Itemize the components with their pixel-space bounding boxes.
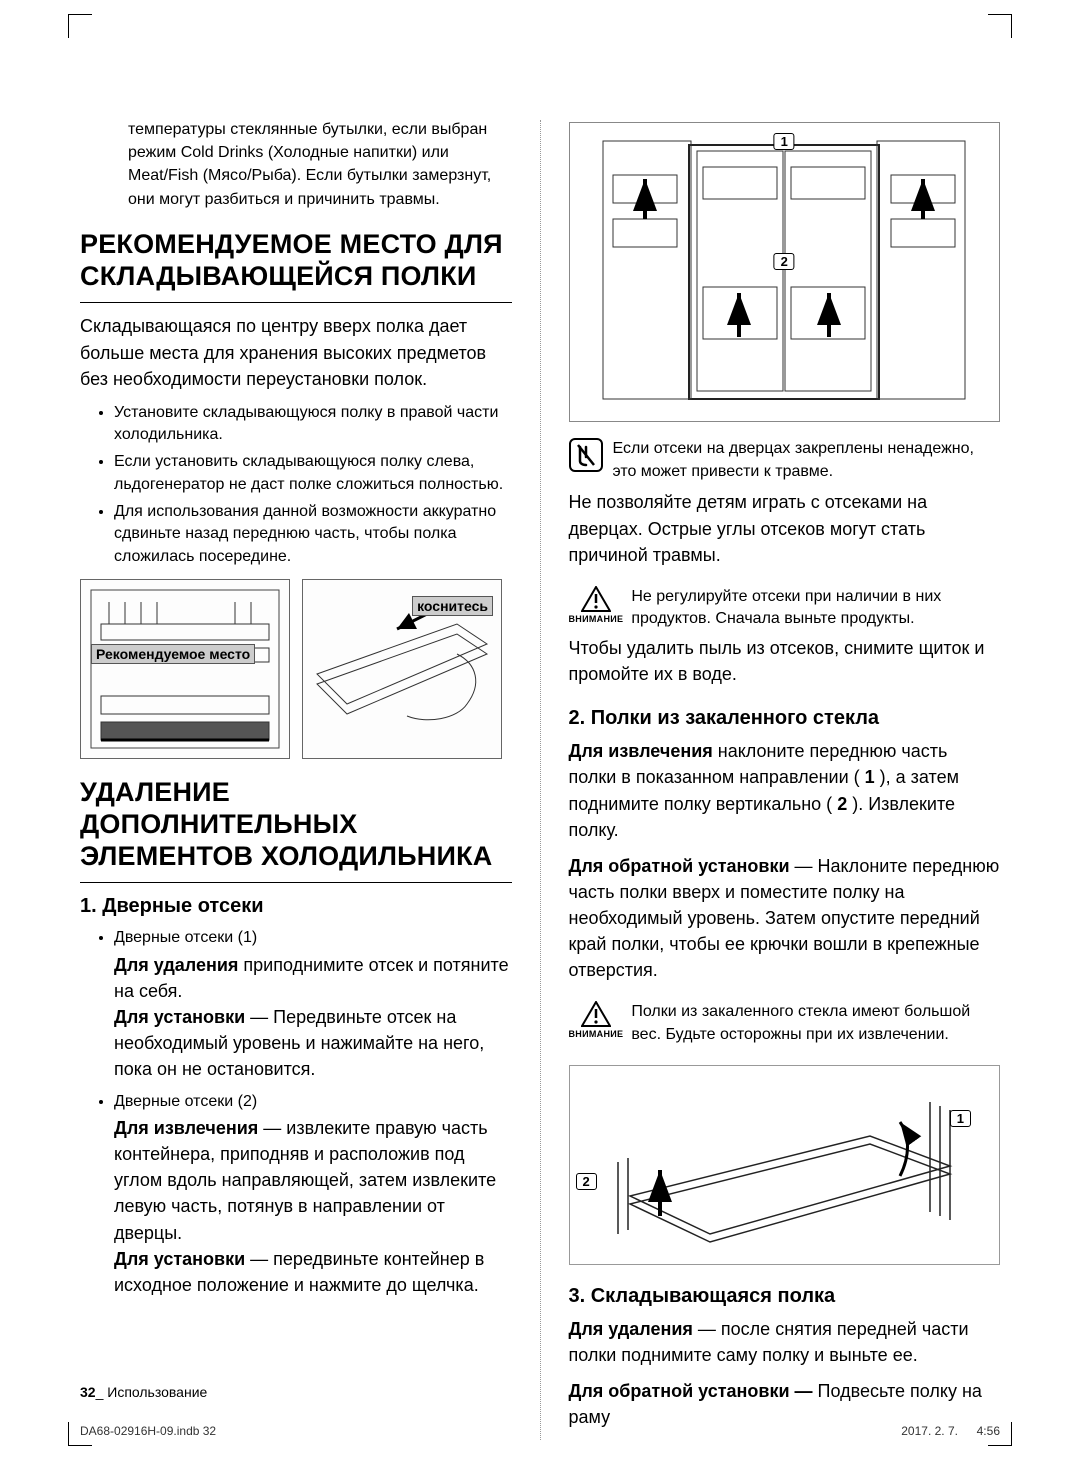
warning-row-2: ВНИМАНИЕ Полки из закаленного стекла име… [569,1001,1001,1046]
caution-injury-after: Не позволяйте детям играть с отсеками на… [569,489,1001,567]
warning-label: ВНИМАНИЕ [569,1029,624,1039]
fridge-illustration [579,127,989,417]
intro-paragraph: температуры стеклянные бутылки, если выб… [128,118,512,211]
door-bins-list: Дверные отсеки (1) Для удаления приподни… [114,926,512,1298]
bullet-item: Если установить складывающуюся полку сле… [114,451,512,496]
bullet-item: Установите складывающуюся полку в правой… [114,402,512,447]
item-head: Дверные отсеки (1) [114,929,257,946]
section-title-recommended: РЕКОМЕНДУЕМОЕ МЕСТО ДЛЯ СКЛАДЫВАЮЩЕЙСЯ П… [80,229,512,293]
warning-icon: ВНИМАНИЕ [569,586,624,624]
page-section-label: Использование [107,1384,207,1400]
bold-label: Для удаления [114,955,238,975]
item-body: Для удаления приподнимите отсек и потяни… [114,952,512,1082]
callout-2: 2 [774,253,795,270]
indb-filename: DA68-02916H-09.indb 32 [80,1424,216,1438]
bold-label: Для установки [114,1249,245,1269]
shelf-illustration-a [85,584,285,754]
section1-body: Складывающаяся по центру вверх полка дае… [80,313,512,391]
figure-touch: коснитесь [302,579,502,759]
callout-1: 1 [950,1110,971,1127]
shelf-removal-illustration [570,1066,990,1264]
page-number: 32 [80,1384,96,1400]
bold-label: Для извлечения [569,741,713,761]
section-rule [80,302,512,303]
bold-label: Для обратной установки — [569,1381,813,1401]
figure-fridge: 1 2 [569,122,1001,422]
glass-shelves-p2: Для обратной установки — Наклоните перед… [569,853,1001,983]
caution-injury-text: Если отсеки на дверцах закреплены ненаде… [613,438,1001,483]
section-title-removal: УДАЛЕНИЕ ДОПОЛНИТЕЛЬНЫХ ЭЛЕМЕНТОВ ХОЛОДИ… [80,777,512,873]
item-body: Для извлечения — извлеките правую часть … [114,1115,512,1298]
figure-label-touch: коснитесь [412,596,493,616]
warning-text-2: Полки из закаленного стекла имеют большо… [631,1001,1000,1046]
print-timestamp: 2017. 2. 7. 4:56 [901,1424,1000,1438]
footer-underscore: _ [96,1384,108,1400]
bullet-item: Для использования данной возможности акк… [114,501,512,569]
section-rule [80,882,512,883]
warning-label: ВНИМАНИЕ [569,614,624,624]
figure-shelf-removal: 1 2 [569,1065,1001,1265]
subsection-folding-shelf: 3. Складывающаяся полка [569,1285,1001,1308]
subsection-glass-shelves: 2. Полки из закаленного стекла [569,707,1001,730]
bold-label: Для удаления [569,1319,693,1339]
caution-injury-row: Если отсеки на дверцах закреплены ненаде… [569,438,1001,483]
folding-shelf-p2: Для обратной установки — Подвесьте полку… [569,1378,1001,1430]
crop-mark [988,14,1012,38]
warning-text-1: Не регулируйте отсеки при наличии в них … [631,586,1000,631]
warning-icon: ВНИМАНИЕ [569,1001,624,1039]
bold-label: Для обратной установки [569,856,790,876]
bold-label: Для извлечения [114,1118,258,1138]
callout-1: 1 [774,133,795,150]
manual-page: температуры стеклянные бутылки, если выб… [0,0,1080,1472]
warning-row-1: ВНИМАНИЕ Не регулируйте отсеки при налич… [569,586,1001,631]
list-item: Дверные отсеки (2) Для извлечения — извл… [114,1090,512,1298]
figure-label-recommended: Рекомендуемое место [91,644,255,664]
list-item: Дверные отсеки (1) Для удаления приподни… [114,926,512,1082]
figure-row: Рекомендуемое место коснитесь [80,579,512,759]
section1-bullets: Установите складывающуюся полку в правой… [114,402,512,569]
print-metadata: DA68-02916H-09.indb 32 2017. 2. 7. 4:56 [80,1424,1000,1438]
subsection-door-bins: 1. Дверные отсеки [80,895,512,918]
left-column: температуры стеклянные бутылки, если выб… [80,50,532,1440]
callout-2: 2 [576,1173,597,1190]
warning-after-1: Чтобы удалить пыль из отсеков, снимите щ… [569,635,1001,687]
folding-shelf-p1: Для удаления — после снятия передней час… [569,1316,1001,1368]
right-column: 1 2 Если отсеки на дверцах закреплены не… [549,50,1001,1440]
figure-recommended-place: Рекомендуемое место [80,579,290,759]
column-divider [540,120,541,1440]
item-head: Дверные отсеки (2) [114,1093,257,1110]
callout-ref-2: 2 [837,794,847,814]
injury-icon [569,438,603,472]
glass-shelves-p1: Для извлечения наклоните переднюю часть … [569,738,1001,842]
callout-ref-1: 1 [865,767,875,787]
bold-label: Для установки [114,1007,245,1027]
crop-mark [68,14,92,38]
page-footer: 32_ Использование [80,1384,207,1400]
